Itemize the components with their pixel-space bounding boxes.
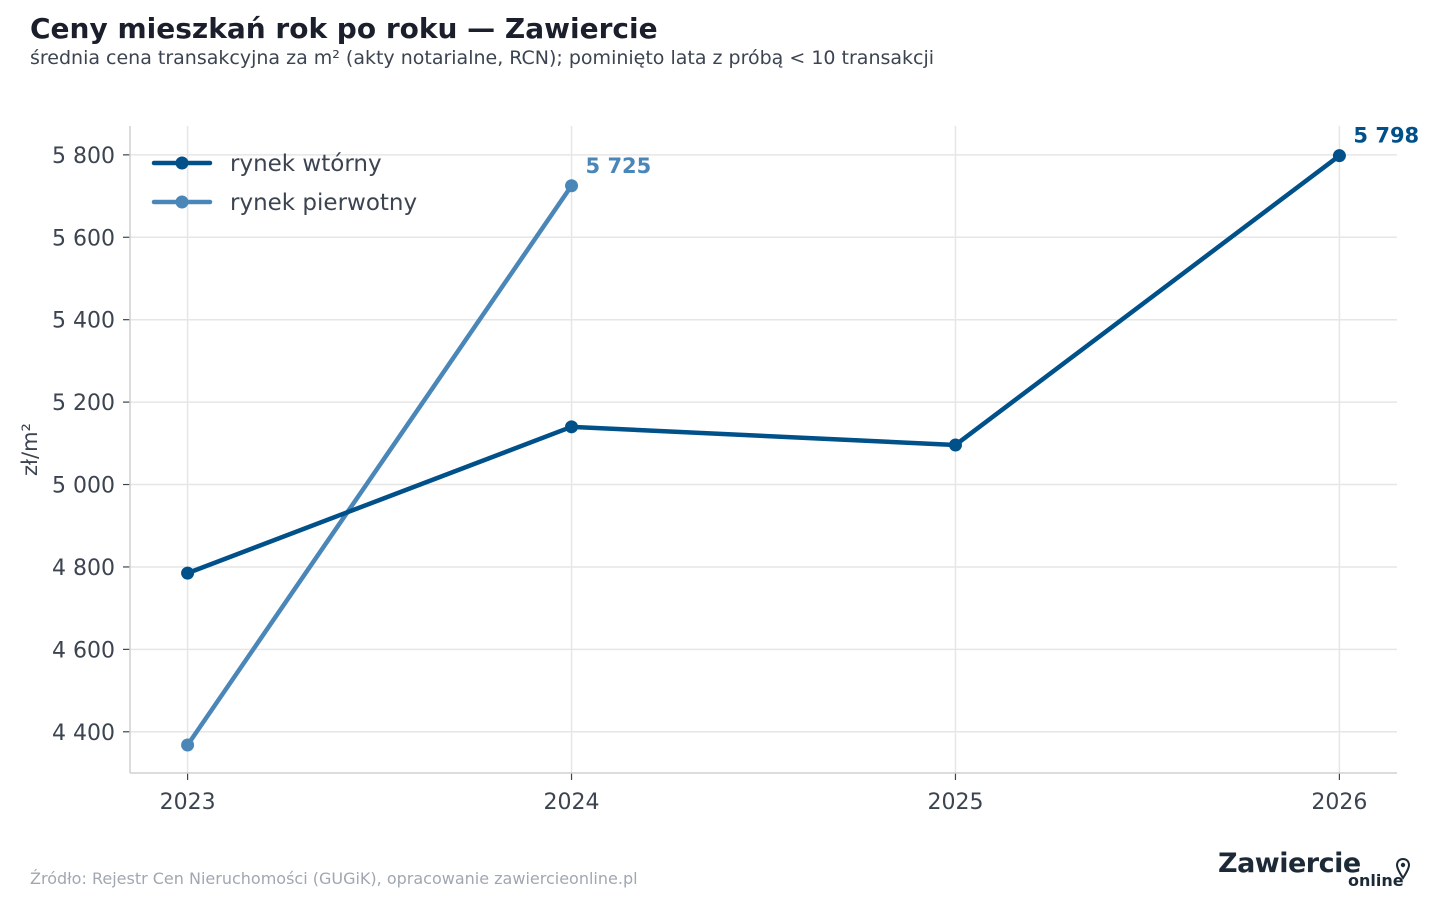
brand-logo[interactable]: Zawiercie online bbox=[1218, 848, 1418, 892]
y-tick-label: 4 600 bbox=[52, 638, 115, 663]
y-tick-label: 5 800 bbox=[52, 144, 115, 169]
y-tick-label: 4 800 bbox=[52, 556, 115, 581]
y-tick-label: 5 200 bbox=[52, 391, 115, 416]
data-point bbox=[565, 179, 579, 193]
logo-main-text: Zawiercie bbox=[1218, 848, 1361, 879]
y-tick-label: 5 600 bbox=[52, 226, 115, 251]
legend-label: rynek wtórny bbox=[230, 151, 382, 177]
chart-subtitle: średnia cena transakcyjna za m² (akty no… bbox=[30, 47, 935, 69]
y-tick-label: 5 000 bbox=[52, 474, 115, 499]
x-tick-label: 2023 bbox=[160, 790, 216, 815]
chart-title: Ceny mieszkań rok po roku — Zawiercie bbox=[30, 12, 658, 45]
map-pin-icon bbox=[1396, 858, 1410, 880]
legend-marker bbox=[175, 195, 189, 209]
x-tick-label: 2026 bbox=[1311, 790, 1367, 815]
data-point bbox=[948, 438, 962, 452]
series-layer bbox=[181, 149, 1346, 752]
series-line-1 bbox=[185, 183, 574, 748]
x-tick-label: 2025 bbox=[927, 790, 983, 815]
y-tick-label: 4 400 bbox=[52, 721, 115, 746]
y-axis-label: zł/m² bbox=[18, 423, 42, 476]
end-value-label: 5 798 bbox=[1353, 124, 1419, 148]
source-note: Źródło: Rejestr Cen Nieruchomości (GUGiK… bbox=[30, 869, 638, 888]
y-tick-label: 5 400 bbox=[52, 309, 115, 334]
legend-label: rynek pierwotny bbox=[230, 190, 417, 216]
legend: rynek wtórny rynek pierwotny bbox=[151, 151, 417, 216]
end-value-label: 5 725 bbox=[586, 154, 652, 178]
series-line-0 bbox=[185, 153, 1342, 576]
grid-lines bbox=[130, 126, 1397, 773]
legend-marker bbox=[175, 156, 189, 170]
axes: 4 400 4 600 4 800 5 000 5 200 5 400 5 600 5 800… bbox=[18, 126, 1397, 815]
data-point bbox=[181, 566, 195, 580]
logo-sub-text: online bbox=[1348, 871, 1404, 890]
data-point bbox=[565, 420, 579, 434]
data-point bbox=[181, 738, 195, 752]
data-point bbox=[1332, 149, 1346, 163]
data-labels: 5 725 5 798 bbox=[586, 124, 1420, 178]
x-tick-label: 2024 bbox=[544, 790, 600, 815]
